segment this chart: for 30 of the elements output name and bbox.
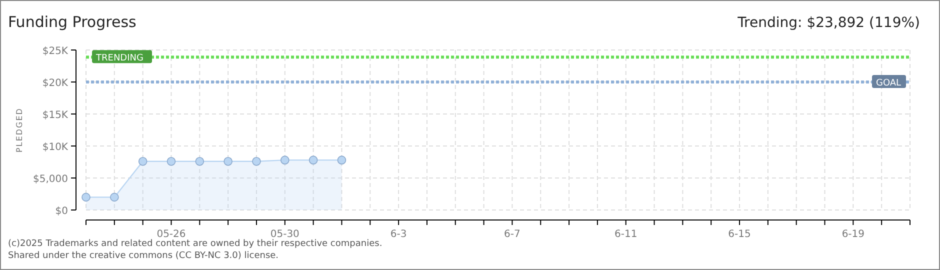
chart-title: Funding Progress <box>8 13 137 31</box>
x-tick-label: 6-11 <box>614 229 638 240</box>
text: Shared under the creative commons (CC BY-NC 3.0) license. <box>8 251 279 261</box>
point <box>337 156 346 164</box>
point <box>82 192 90 202</box>
y-tick-label: $5,000 <box>33 174 68 185</box>
y-tick-label: $15K <box>42 110 68 121</box>
point <box>195 156 204 166</box>
y-tick-label: $0 <box>55 206 68 217</box>
ref-line-label: GOAL <box>876 78 902 88</box>
y-tick-label: $20K <box>42 78 68 89</box>
x-tick-label: 6-3 <box>390 229 407 240</box>
point <box>138 156 148 166</box>
x-tick-label: 6-7 <box>504 229 520 240</box>
point <box>252 156 261 166</box>
ref-line-label: TRENDING <box>95 54 144 64</box>
y-tick-label: $10K <box>42 142 68 153</box>
point <box>224 156 232 166</box>
point <box>308 156 318 164</box>
x-tick-label: 05-30 <box>270 229 300 240</box>
x-tick-label: 6-15 <box>728 229 751 240</box>
x-tick-label: 05-26 <box>156 229 186 240</box>
point <box>280 156 290 164</box>
x-tick-label: 6-19 <box>842 229 865 240</box>
chart-subtitle: Trending: $23,892 (119%) <box>736 15 920 31</box>
point <box>166 156 176 166</box>
y-tick-label: $25K <box>42 46 68 57</box>
point <box>110 192 119 202</box>
y-axis-title: PLEDGED <box>15 108 24 152</box>
text: (c)2025 Trademarks and related content are owned by their respective companies. <box>8 239 382 249</box>
